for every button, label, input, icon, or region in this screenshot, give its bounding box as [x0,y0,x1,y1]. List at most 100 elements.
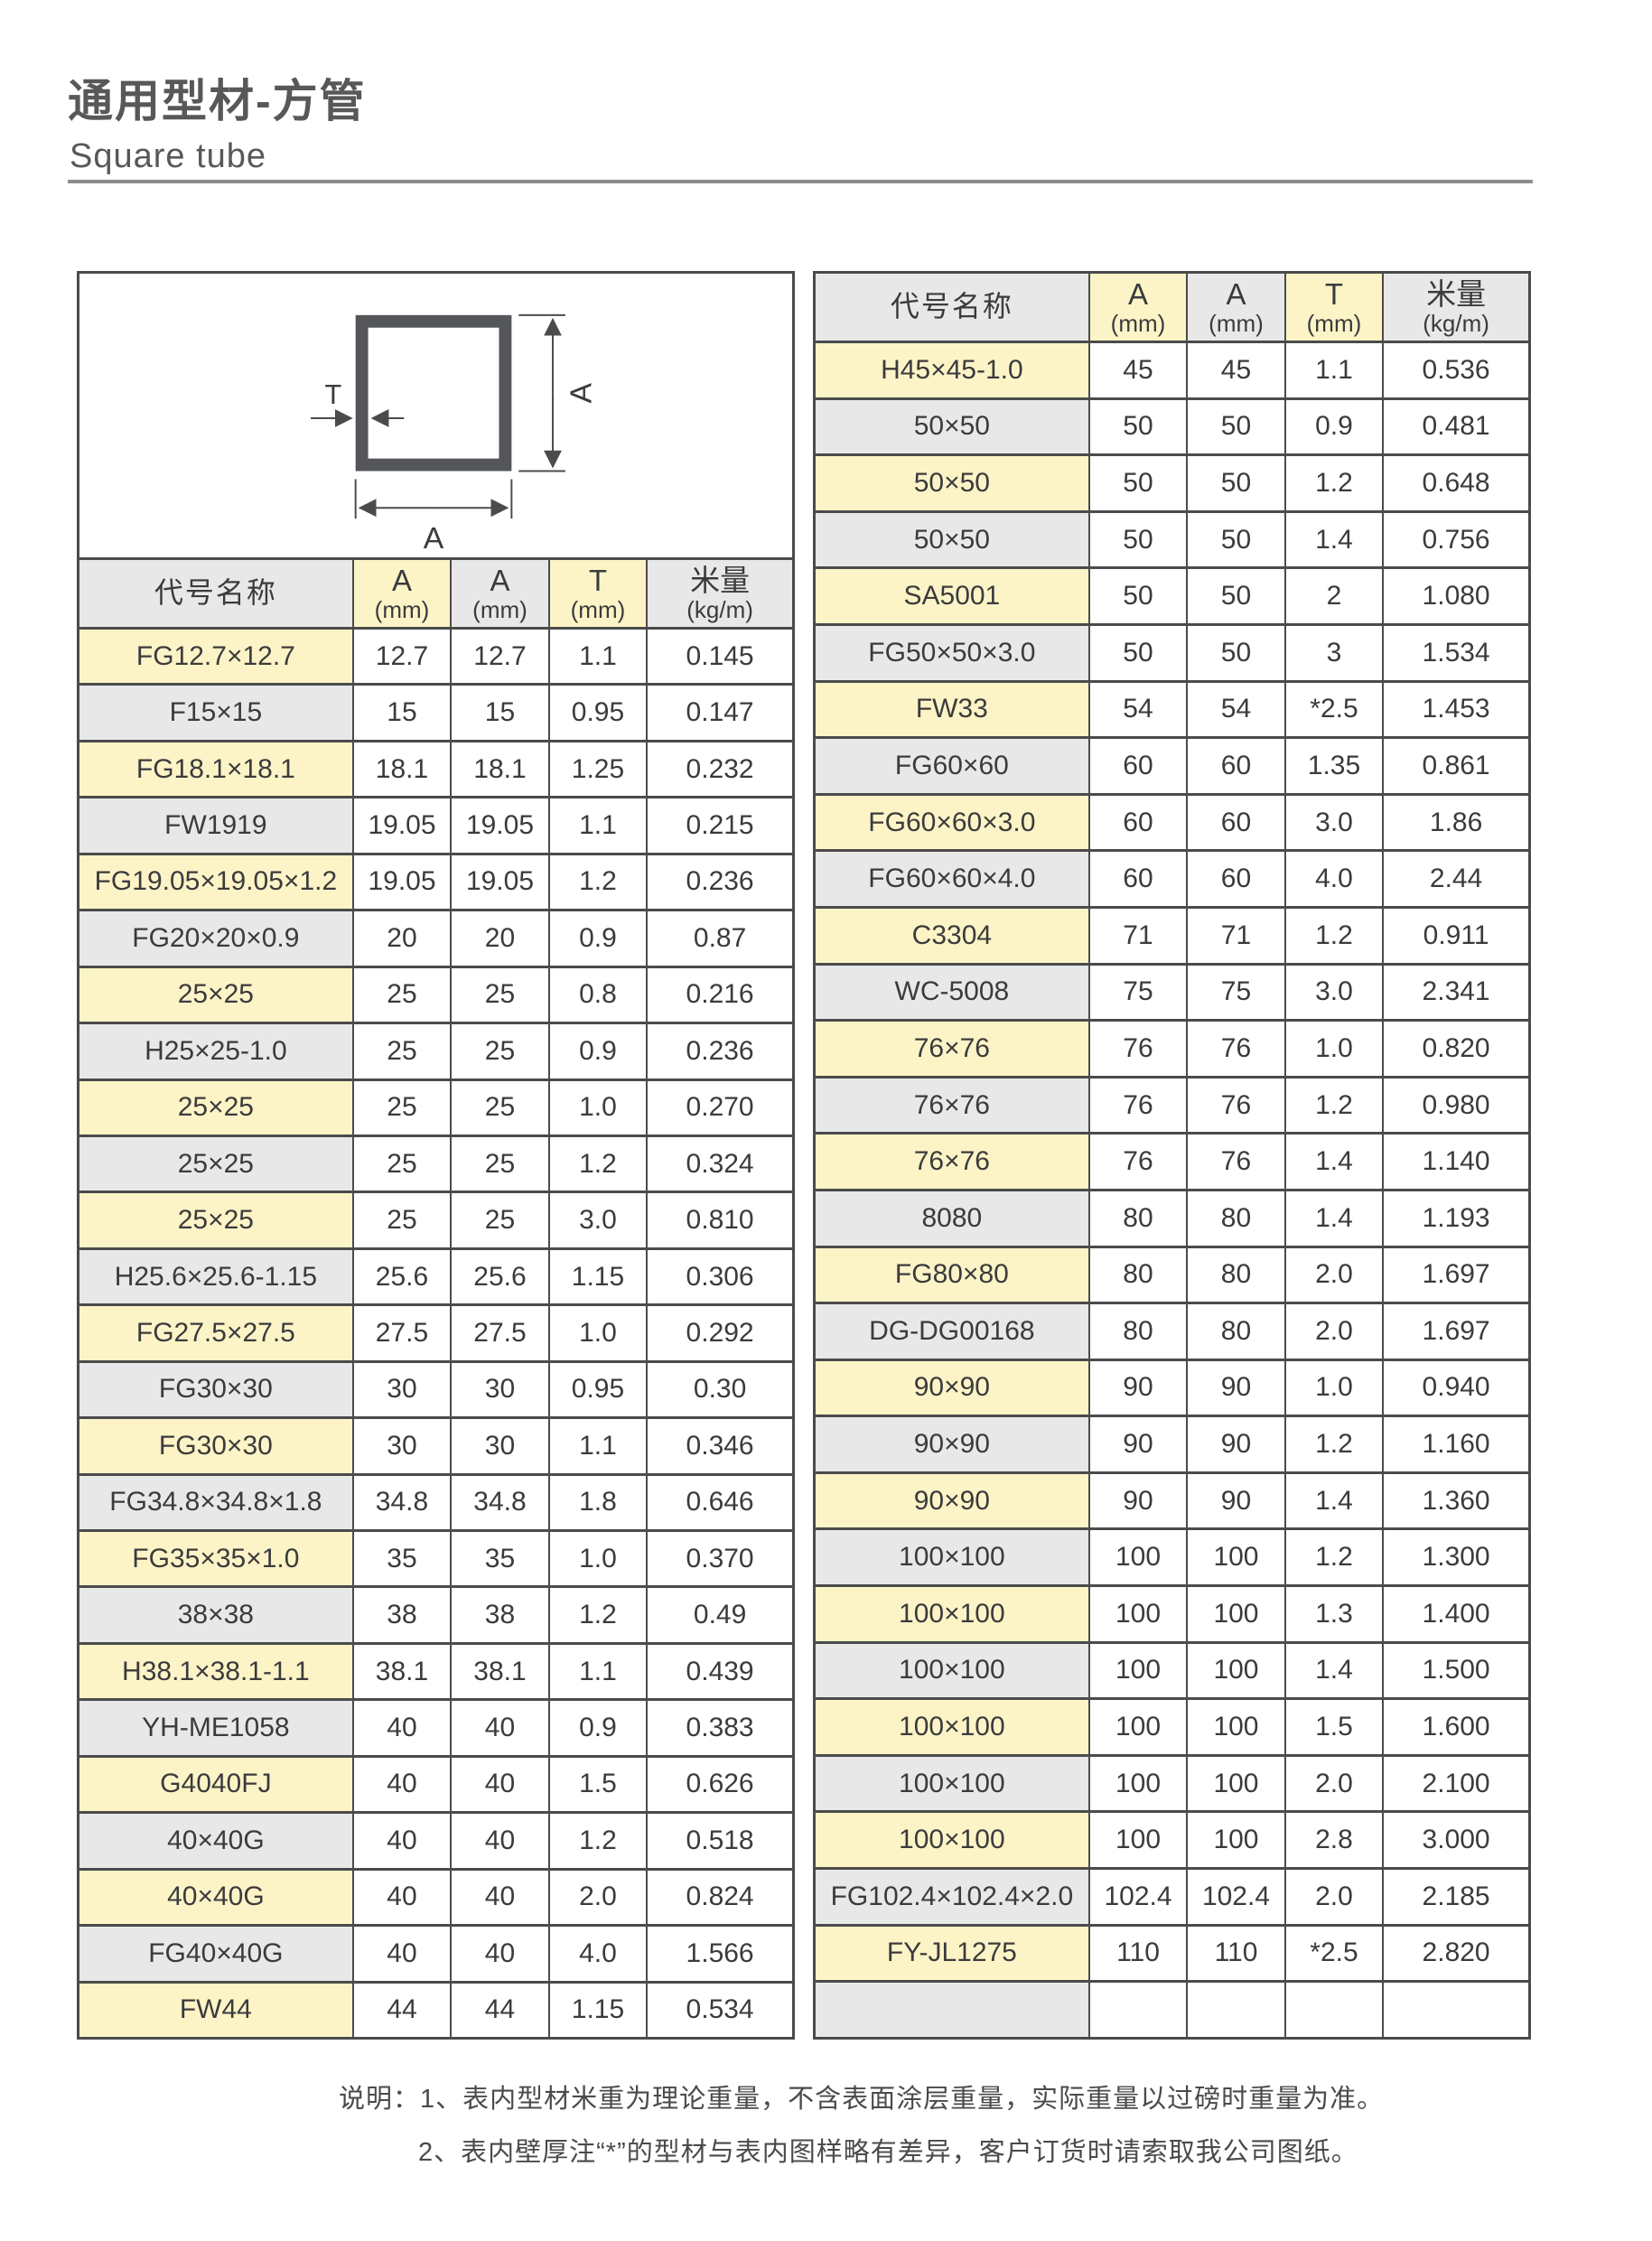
profile-code-cell: C3304 [816,908,1090,963]
column-header-label: T [588,563,608,597]
a2-value-cell: 30 [452,1419,550,1473]
dim-label-a-bottom: A [424,521,444,556]
a2-value-cell: 60 [1188,795,1286,850]
profile-code-cell: H45×45-1.0 [816,343,1090,397]
a2-value-cell: 20 [452,911,550,966]
profile-code-cell [816,1983,1090,2037]
profile-code-cell: FG30×30 [79,1419,354,1473]
a1-value-cell: 50 [1089,399,1189,454]
table-row: FG40×40G 40 40 4.0 1.566 [79,1924,792,1981]
t-value-cell: 1.35 [1285,739,1385,793]
meter-weight-cell: 0.236 [648,1024,792,1078]
t-value-cell: 1.1 [549,1419,649,1473]
tube-cross-section-icon [355,314,512,472]
a2-value-cell: 40 [452,1814,550,1868]
profile-code-cell: 76×76 [816,1078,1090,1133]
table-row: 25×25 25 25 0.8 0.216 [79,965,792,1022]
t-value-cell: 1.2 [1285,1530,1385,1585]
meter-weight-cell: 1.080 [1384,569,1528,623]
table-row: FG34.8×34.8×1.8 34.8 34.8 1.8 0.646 [79,1472,792,1529]
meter-weight-cell: 0.626 [648,1757,792,1812]
a2-value-cell: 15 [452,686,550,740]
a1-value-cell: 90 [1089,1360,1189,1415]
column-header: A (mm) [1188,274,1286,341]
t-value-cell: 1.0 [549,1532,649,1586]
a2-value-cell: 54 [1188,682,1286,737]
left-table-panel: A A T 代号名称 A (mm) A (mm) T (mm) 米量 (kg/m) FG12.7×… [77,271,795,2040]
profile-code-cell: FG50×50×3.0 [816,625,1090,680]
a2-value-cell: 25 [452,967,550,1022]
profile-code-cell: WC-5008 [816,965,1090,1020]
meter-weight-cell: 1.697 [1384,1247,1528,1303]
t-value-cell: 1.1 [549,798,649,853]
profile-code-cell: FG60×60×3.0 [816,795,1090,850]
t-value-cell: 0.95 [549,1362,649,1417]
t-value-cell: 0.8 [549,967,649,1022]
profile-code-cell: 100×100 [816,1756,1090,1811]
table-row: 76×76 76 76 1.0 0.820 [816,1019,1528,1076]
a2-value-cell: 100 [1188,1530,1286,1585]
table-row: 40×40G 40 40 1.2 0.518 [79,1811,792,1868]
t-value-cell: 0.95 [549,686,649,740]
a1-value-cell: 80 [1089,1247,1189,1303]
page-subtitle: Square tube [70,137,267,175]
a1-value-cell: 80 [1089,1304,1189,1359]
table-row: FG30×30 30 30 1.1 0.346 [79,1416,792,1473]
a1-value-cell: 90 [1089,1417,1189,1471]
a1-value-cell: 100 [1089,1756,1189,1811]
table-row: H25×25-1.0 25 25 0.9 0.236 [79,1022,792,1078]
profile-code-cell: FG102.4×102.4×2.0 [816,1870,1090,1924]
column-header: A (mm) [1089,274,1189,341]
a1-value-cell: 76 [1089,1135,1189,1189]
a1-value-cell: 30 [353,1362,453,1417]
table-row: 25×25 25 25 3.0 0.810 [79,1191,792,1247]
profile-code-cell: 25×25 [79,1193,354,1247]
a2-value-cell: 60 [1188,852,1286,906]
column-header: 代号名称 [79,560,354,627]
meter-weight-cell: 0.481 [1384,399,1528,454]
table-row: FW44 44 44 1.15 0.534 [79,1980,792,2037]
a2-value-cell: 75 [1188,965,1286,1020]
table-row: 100×100 100 100 2.0 2.100 [816,1753,1528,1811]
profile-code-cell: 50×50 [816,512,1090,567]
t-value-cell: 4.0 [1285,852,1385,906]
a2-value-cell: 90 [1188,1417,1286,1471]
t-value-cell: 1.5 [1285,1700,1385,1754]
column-header: 米量 (kg/m) [648,560,792,627]
t-value-cell: 1.1 [549,630,649,684]
a2-value-cell: 50 [1188,569,1286,623]
column-header-unit: (kg/m) [686,595,753,623]
meter-weight-cell: 0.756 [1384,512,1528,567]
table-row: FW33 54 54 *2.5 1.453 [816,679,1528,737]
table-row: FG19.05×19.05×1.2 19.05 19.05 1.2 0.236 [79,852,792,910]
t-value-cell: 1.0 [549,1080,649,1135]
t-value-cell: 1.4 [1285,1191,1385,1246]
a2-value-cell: 100 [1188,1643,1286,1698]
profile-code-cell: 25×25 [79,967,354,1022]
a1-value-cell: 44 [353,1983,453,2037]
right-spec-table: 代号名称 A (mm) A (mm) T (mm) 米量 (kg/m) H45×45-1.0 45 4… [816,274,1528,2037]
left-spec-table: 代号名称 A (mm) A (mm) T (mm) 米量 (kg/m) FG12.7×12.7 12… [79,557,792,2037]
a2-value-cell: 30 [452,1362,550,1417]
profile-code-cell: FG80×80 [816,1247,1090,1303]
table-row: FY-JL1275 110 110 *2.5 2.820 [816,1923,1528,1981]
a1-value-cell [1089,1983,1189,2037]
t-value-cell: 2.0 [1285,1870,1385,1924]
a2-value-cell: 100 [1188,1587,1286,1641]
profile-code-cell: FY-JL1275 [816,1926,1090,1981]
title-divider [68,180,1533,183]
table-row: H38.1×38.1-1.1 38.1 38.1 1.1 0.439 [79,1641,792,1699]
a1-value-cell: 100 [1089,1813,1189,1868]
profile-code-cell: 40×40G [79,1870,354,1925]
a2-value-cell: 19.05 [452,854,550,910]
meter-weight-cell: 0.911 [1384,908,1528,963]
t-value-cell: 1.3 [1285,1587,1385,1641]
profile-code-cell: G4040FJ [79,1757,354,1812]
profile-code-cell: 8080 [816,1191,1090,1246]
table-row: 100×100 100 100 2.8 3.000 [816,1810,1528,1868]
t-value-cell: 1.4 [1285,1473,1385,1528]
profile-code-cell: 100×100 [816,1530,1090,1585]
meter-weight-cell: 2.185 [1384,1870,1528,1924]
profile-code-cell: FW44 [79,1983,354,2037]
t-value-cell: 2.0 [1285,1304,1385,1359]
